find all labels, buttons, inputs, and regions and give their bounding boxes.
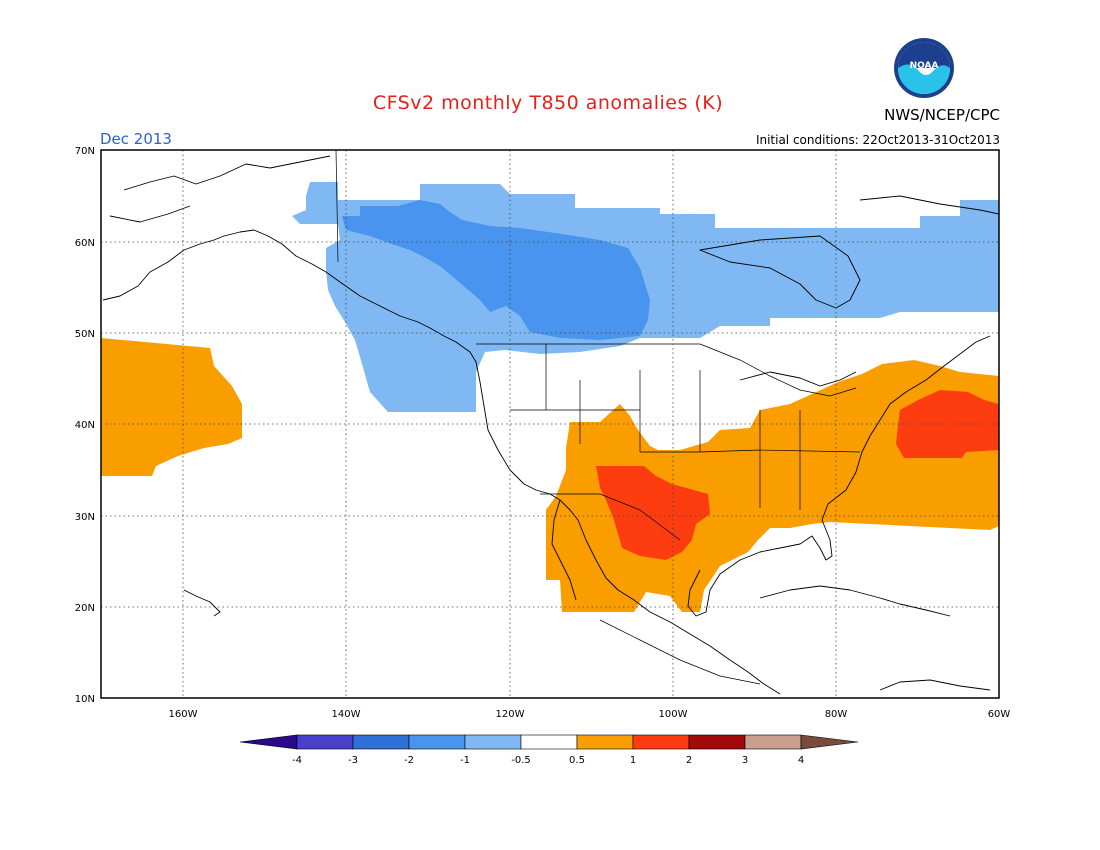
colorbar-label: 0.5: [569, 755, 585, 766]
colorbar-label: 3: [742, 755, 748, 766]
anomaly-texas-warm-core: [596, 466, 710, 560]
colorbar-label: -4: [292, 755, 302, 766]
colorbar-swatch: [688, 734, 746, 750]
colorbar-label: -0.5: [511, 755, 531, 766]
lon-label: 120W: [496, 709, 525, 720]
colorbar-swatch: [408, 734, 466, 750]
colorbar-swatch-gt4: [800, 734, 859, 750]
longitude-labels: 160W 140W 120W 100W 80W 60W: [169, 709, 1011, 720]
lat-label: 60N: [75, 238, 95, 249]
colorbar-swatch: [576, 734, 634, 750]
lat-label: 40N: [75, 420, 95, 431]
lon-label: 160W: [169, 709, 198, 720]
colorbar-swatch: [632, 734, 690, 750]
colorbar-swatch: [296, 734, 354, 750]
colorbar-swatch-lt-4: [239, 734, 298, 750]
anomaly-western-canada-cold-core: [342, 200, 650, 340]
noaa-logo-icon: NOAA: [894, 38, 954, 98]
lat-label: 10N: [75, 694, 95, 705]
colorbar-label: 1: [630, 755, 636, 766]
latitude-labels: 70N 60N 50N 40N 30N 20N 10N: [75, 146, 95, 705]
colorbar-swatch: [520, 734, 578, 750]
svg-text:NOAA: NOAA: [910, 61, 939, 71]
colorbar-label: -3: [348, 755, 358, 766]
lon-label: 60W: [988, 709, 1011, 720]
colorbar-swatch: [464, 734, 522, 750]
colorbar-label: 2: [686, 755, 692, 766]
map-frame: [100, 149, 1000, 699]
colorbar-swatch: [744, 734, 802, 750]
lon-label: 100W: [659, 709, 688, 720]
lat-label: 20N: [75, 603, 95, 614]
map-title: CFSv2 monthly T850 anomalies (K): [373, 92, 723, 114]
lat-label: 70N: [75, 146, 95, 157]
lat-label: 50N: [75, 329, 95, 340]
lon-label: 140W: [332, 709, 361, 720]
anomaly-north-pacific-warm: [101, 338, 242, 476]
lon-label: 80W: [825, 709, 848, 720]
political-borders: [335, 150, 861, 685]
colorbar: -4 -3 -2 -1 -0.5 0.5 1 2 3 4: [239, 734, 859, 766]
anomaly-shading: [101, 182, 999, 612]
lat-lon-gridlines: [101, 150, 999, 698]
forecast-month: Dec 2013: [100, 130, 172, 148]
initial-conditions: Initial conditions: 22Oct2013-31Oct2013: [756, 133, 1000, 147]
colorbar-label: -2: [404, 755, 414, 766]
colorbar-label: -1: [460, 755, 470, 766]
lat-label: 30N: [75, 512, 95, 523]
colorbar-label: 4: [798, 755, 804, 766]
colorbar-swatch: [352, 734, 410, 750]
agency-label: NWS/NCEP/CPC: [884, 106, 1000, 124]
